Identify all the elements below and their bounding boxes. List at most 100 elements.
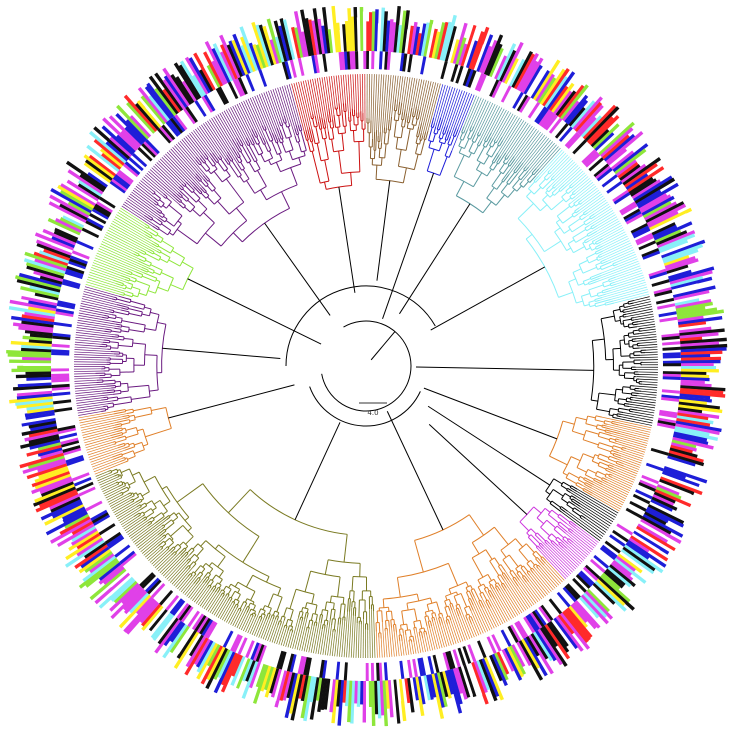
internal-branch	[151, 218, 161, 226]
internal-branch	[172, 516, 179, 522]
node-arc	[498, 564, 502, 567]
internal-branch	[265, 140, 272, 151]
ring-tile	[624, 162, 658, 188]
internal-branch	[415, 118, 418, 126]
ring-tile	[56, 523, 95, 548]
ring-tile-inner	[624, 210, 642, 223]
leaf-branch	[151, 549, 168, 565]
ring-tile	[650, 213, 688, 234]
internal-branch	[276, 616, 280, 621]
internal-branch	[489, 560, 500, 576]
ring-tile	[78, 557, 118, 589]
node-arc	[207, 571, 211, 575]
node-arc	[252, 574, 281, 589]
internal-branch	[613, 445, 623, 449]
leaf-branch	[271, 625, 279, 643]
node-arc	[425, 609, 433, 613]
ring-tile	[652, 224, 678, 239]
leaf-branch	[76, 327, 105, 332]
internal-branch	[121, 427, 126, 430]
internal-branch	[562, 481, 572, 488]
leaf-branch	[262, 617, 272, 640]
internal-branch	[568, 529, 573, 534]
leaf-branch	[381, 74, 387, 143]
internal-branch	[596, 427, 606, 432]
leaf-branch	[221, 111, 237, 138]
leaf-branch	[75, 332, 112, 337]
ring-tile	[24, 311, 55, 320]
internal-branch	[217, 588, 221, 593]
ring-tile	[431, 673, 445, 719]
ring-tile	[38, 488, 78, 508]
ring-tile-inner	[642, 250, 661, 260]
internal-branch	[278, 153, 283, 161]
ring-tile	[628, 537, 650, 553]
leaf-branch	[300, 81, 313, 130]
ring-tile-inner	[572, 577, 587, 593]
ring-tile-inner	[250, 642, 260, 661]
internal-branch	[158, 228, 168, 236]
ring-tile	[255, 24, 272, 67]
ring-tile	[678, 323, 716, 331]
ring-tile	[38, 250, 70, 264]
internal-branch	[491, 584, 495, 590]
internal-branch	[469, 598, 474, 606]
leaf-branch	[634, 385, 658, 388]
ring-tile	[425, 674, 434, 700]
internal-branch	[211, 585, 215, 591]
internal-branch	[248, 144, 258, 161]
internal-branch	[151, 407, 166, 412]
ring-tile	[568, 107, 586, 127]
ring-tile	[248, 661, 261, 689]
ring-tile-inner	[564, 131, 580, 148]
node-arc	[444, 598, 450, 602]
leaf-branch	[408, 642, 412, 655]
node-arc	[279, 620, 282, 623]
ring-tile-inner	[94, 203, 112, 216]
ring-tile	[651, 496, 678, 511]
internal-branch	[181, 183, 185, 187]
node-arc	[114, 315, 117, 319]
internal-branch	[116, 298, 131, 304]
ring-tile-inner	[645, 462, 664, 472]
ring-tile	[398, 678, 407, 722]
internal-branch	[230, 590, 236, 598]
ring-tile-inner	[662, 376, 681, 381]
ring-tile	[638, 193, 668, 212]
ring-tile-inner	[516, 620, 529, 638]
ring-tile	[680, 337, 727, 345]
node-arc	[117, 474, 120, 477]
ring-tile	[535, 73, 555, 102]
ring-tile-inner	[180, 606, 194, 623]
internal-branch	[339, 618, 342, 625]
internal-branch	[122, 431, 127, 435]
leaf-branch	[100, 477, 121, 488]
internal-branch	[570, 456, 581, 462]
internal-branch	[278, 137, 281, 144]
ring-tile	[667, 452, 705, 467]
ring-tile-inner	[95, 201, 113, 214]
ring-tile-inner	[500, 85, 512, 103]
clade-branches	[73, 73, 659, 659]
ring-tile-inner	[52, 391, 71, 397]
internal-branch	[120, 275, 131, 280]
ring-tile	[607, 566, 632, 588]
ring-tile-inner	[445, 651, 453, 670]
internal-branch	[388, 620, 390, 627]
ring-tile	[654, 229, 682, 244]
ring-tile	[619, 164, 641, 182]
leaf-branch	[75, 394, 113, 399]
internal-branch	[413, 621, 416, 628]
leaf-branch	[368, 74, 370, 119]
ring-tile	[580, 115, 603, 138]
internal-branch	[444, 607, 449, 617]
ring-tile	[523, 64, 543, 95]
node-arc	[184, 184, 187, 187]
node-arc	[140, 492, 145, 500]
leaf-branch	[247, 617, 255, 634]
ring-tile	[365, 680, 370, 726]
ring-tile	[499, 49, 517, 82]
leaf-branch	[543, 564, 561, 584]
ring-tile-inner	[632, 493, 651, 505]
node-arc	[150, 520, 153, 524]
